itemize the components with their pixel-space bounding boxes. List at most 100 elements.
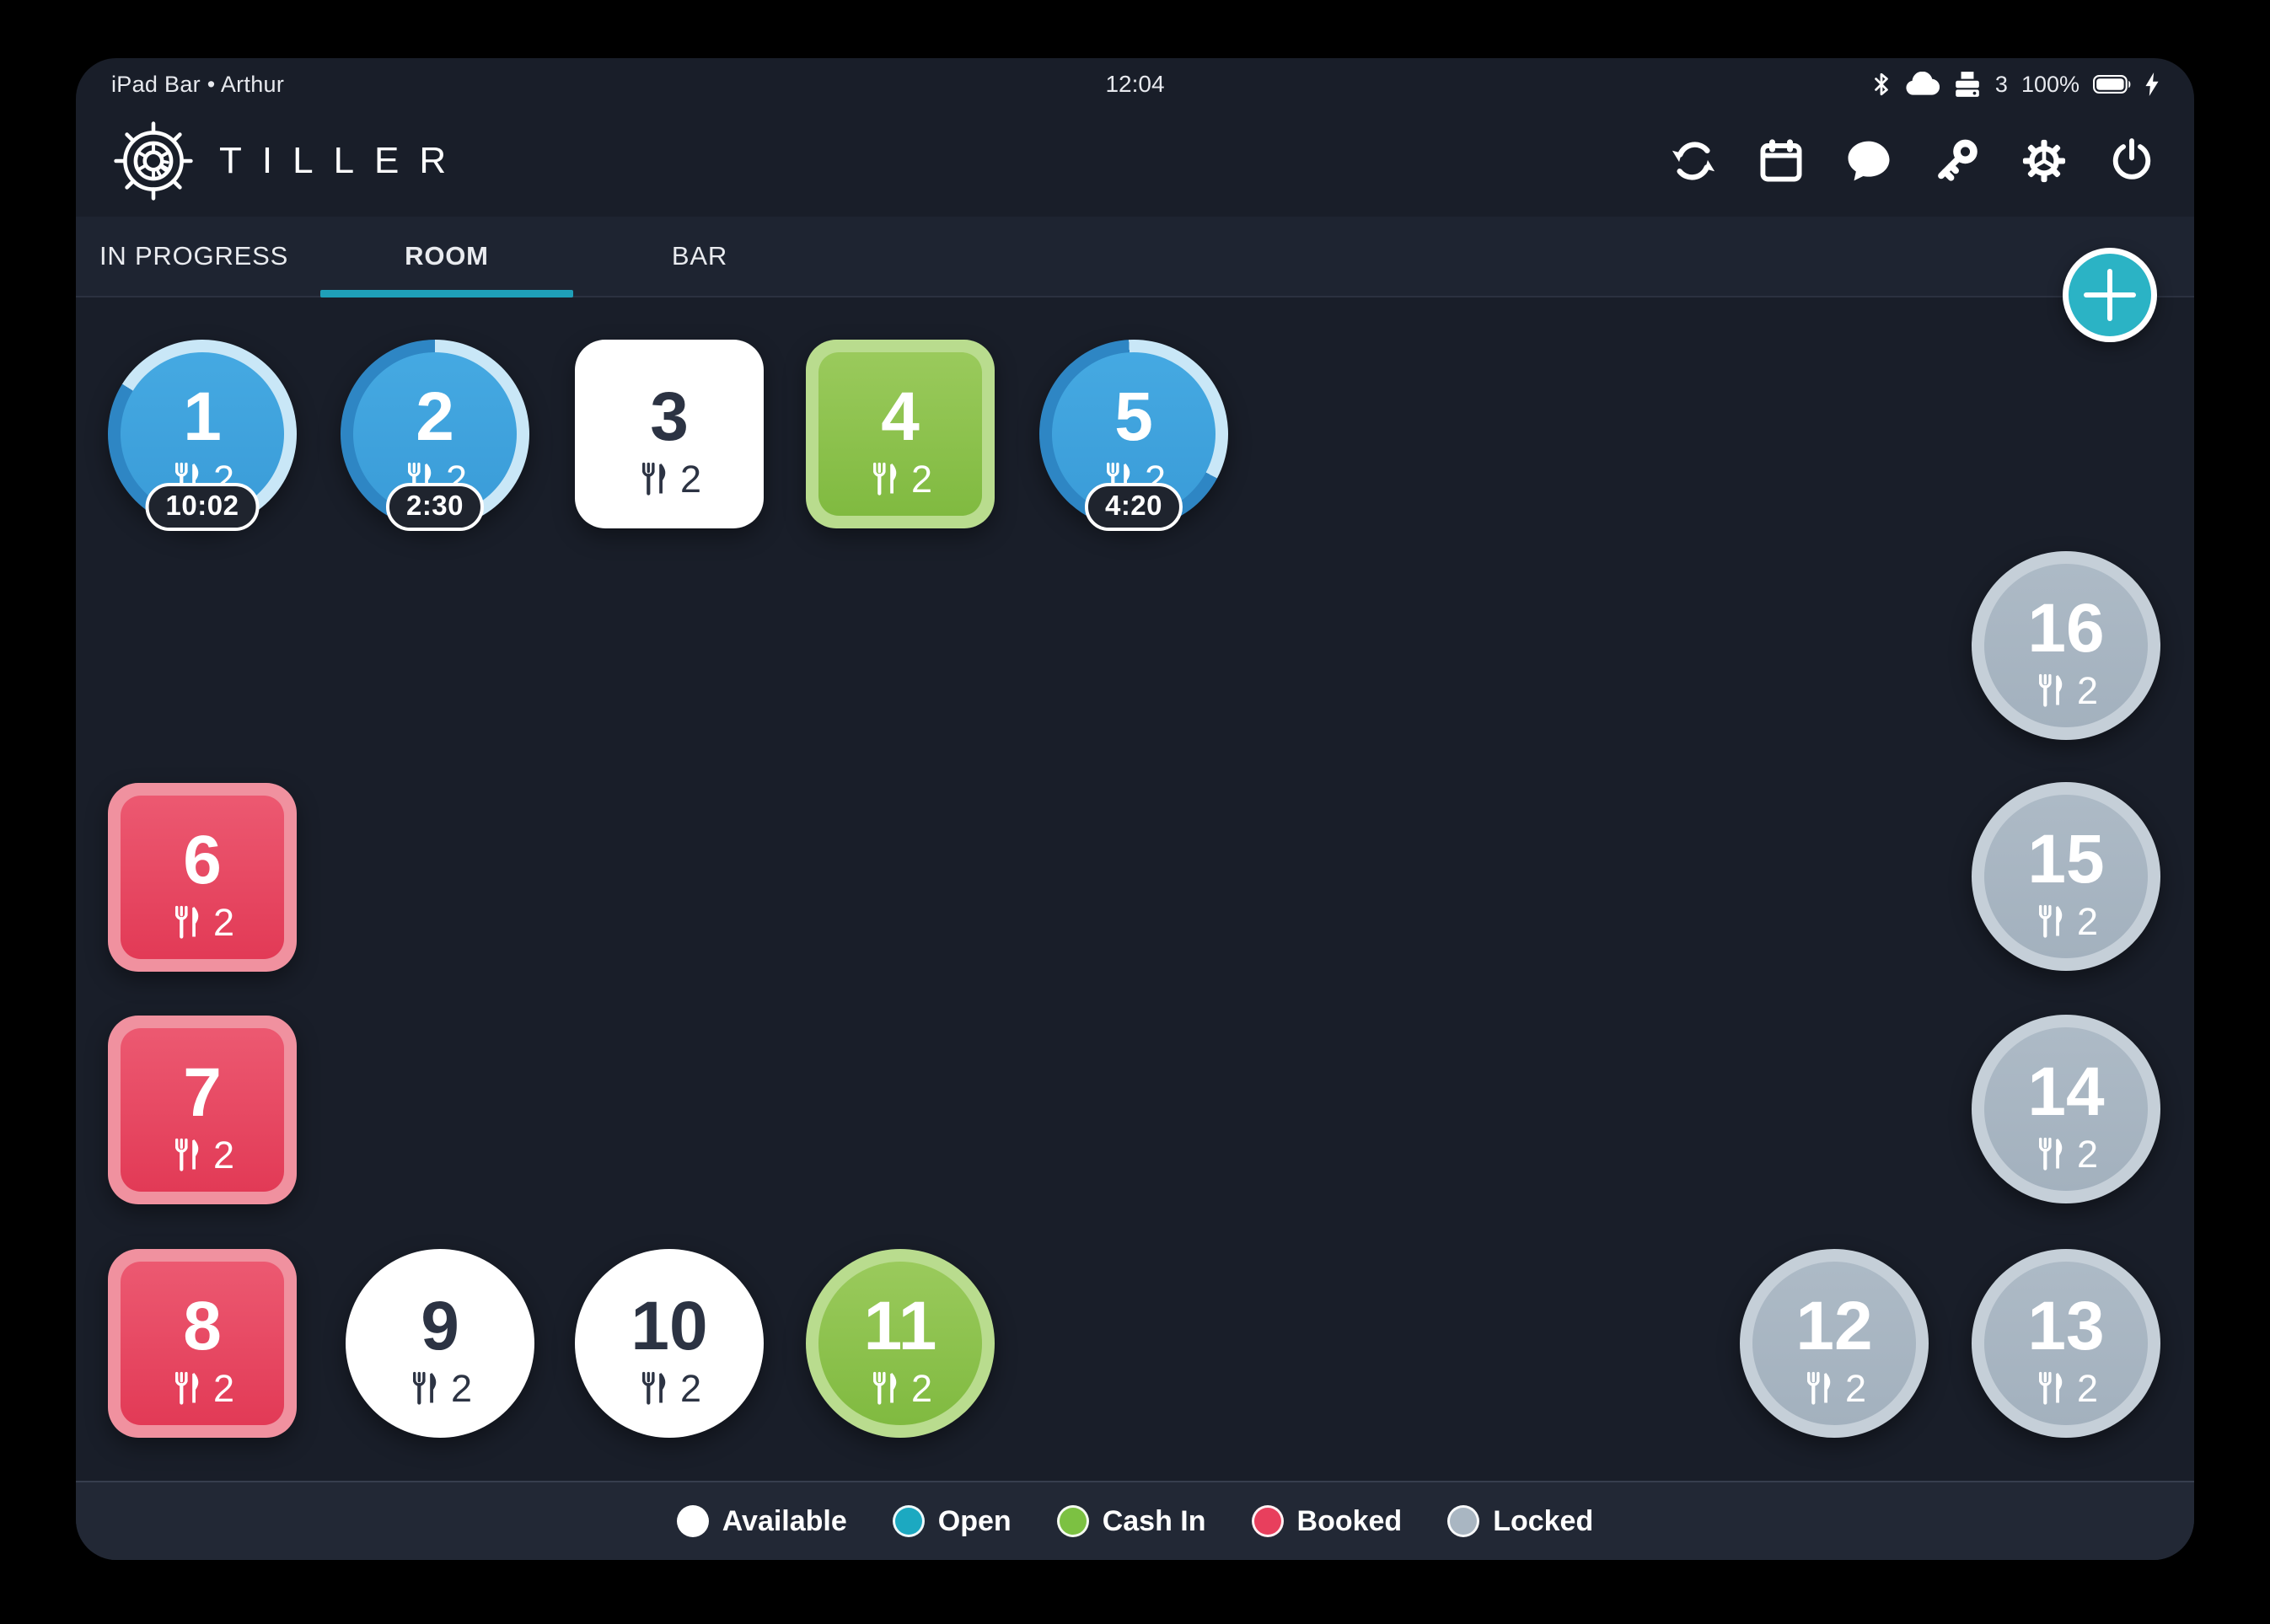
covers: 2: [2034, 1369, 2098, 1407]
covers-count: 2: [2076, 1366, 2099, 1410]
table-number: 3: [650, 378, 689, 455]
ipad-screen: iPad Bar • Arthur 12:04 3 100%: [76, 58, 2194, 1560]
table-number: 1: [183, 378, 222, 455]
covers: 2: [2034, 903, 2098, 941]
table-body: 4 2: [818, 352, 982, 516]
legend-item-booked: Booked: [1251, 1504, 1403, 1538]
legend-label: Cash In: [1102, 1504, 1206, 1537]
table-2[interactable]: 2 2 2:30: [341, 340, 529, 531]
table-1[interactable]: 1 2 10:02: [108, 340, 297, 531]
table-body: 14 2: [1984, 1027, 2148, 1191]
cutlery-icon: [175, 1138, 199, 1171]
table-12[interactable]: 12 2: [1740, 1249, 1929, 1438]
calendar-button[interactable]: [1756, 136, 1806, 186]
legend-item-available: Available: [676, 1504, 847, 1538]
cutlery-icon: [642, 1371, 666, 1405]
clock: 12:04: [1105, 71, 1165, 97]
time-badge-text: 10:02: [165, 490, 239, 521]
table-6[interactable]: 6 2: [108, 783, 297, 972]
floor-plan: 1 2 10:02 2: [76, 58, 2194, 1560]
table-3[interactable]: 3 2: [575, 340, 764, 528]
table-number: 9: [421, 1287, 459, 1364]
app-header: TILLER: [76, 105, 2194, 217]
covers: 2: [637, 460, 701, 498]
table-14[interactable]: 14 2: [1972, 1015, 2160, 1203]
tab-in-progress[interactable]: IN PROGRESS: [84, 217, 303, 296]
covers-count: 2: [2076, 1132, 2099, 1176]
tab-bar: IN PROGRESS ROOM BAR: [76, 217, 2194, 297]
legend-label: Open: [937, 1504, 1012, 1537]
table-16[interactable]: 16 2: [1972, 551, 2160, 740]
table-body: 12 2: [1752, 1262, 1916, 1425]
table-10[interactable]: 10 2: [575, 1249, 764, 1438]
table-number: 10: [631, 1287, 708, 1364]
helm-handles: [114, 121, 193, 201]
table-body: 3 2: [588, 352, 751, 516]
legend-dot: [892, 1505, 925, 1537]
table-9[interactable]: 9 2: [346, 1249, 534, 1438]
chat-icon: [1848, 141, 1890, 181]
covers-count: 2: [2076, 668, 2099, 712]
covers-count: 2: [679, 1366, 702, 1410]
covers-count: 2: [2076, 899, 2099, 943]
table-4[interactable]: 4 2: [806, 340, 995, 528]
covers: 2: [408, 1369, 472, 1407]
legend-label: Booked: [1296, 1504, 1403, 1537]
tab-room[interactable]: ROOM: [320, 217, 573, 297]
printer-count: 3: [1994, 71, 2008, 97]
cloud-icon: [1906, 72, 1940, 95]
legend-item-locked: Locked: [1447, 1505, 1593, 1538]
covers: 2: [170, 903, 234, 941]
table-number: 12: [1795, 1287, 1873, 1364]
table-15[interactable]: 15 2: [1972, 782, 2160, 971]
legend-item-cash-in: Cash In: [1056, 1504, 1206, 1538]
cutlery-icon: [413, 1371, 437, 1405]
table-8[interactable]: 8 2: [108, 1249, 297, 1438]
table-number: 16: [2027, 589, 2105, 667]
cutlery-icon: [873, 1371, 897, 1405]
legend-label: Available: [722, 1504, 847, 1537]
covers: 2: [868, 1369, 932, 1407]
table-7[interactable]: 7 2: [108, 1016, 297, 1204]
key-button[interactable]: [1931, 136, 1982, 186]
table-11[interactable]: 11 2: [806, 1249, 995, 1438]
cutlery-icon: [873, 462, 897, 496]
status-bar: iPad Bar • Arthur 12:04 3 100%: [76, 58, 2194, 105]
table-13[interactable]: 13 2: [1972, 1249, 2160, 1438]
table-body: 7 2: [121, 1028, 284, 1192]
add-table-button[interactable]: [2063, 248, 2157, 342]
sync-button[interactable]: [1668, 136, 1719, 186]
table-number: 2: [416, 378, 454, 455]
table-number: 13: [2027, 1287, 2105, 1364]
covers: 2: [2034, 672, 2098, 710]
settings-button[interactable]: [2019, 136, 2069, 186]
covers-count: 2: [212, 1366, 235, 1410]
status-icons: 3 100%: [1872, 71, 2159, 98]
battery-percent: 100%: [2020, 71, 2079, 97]
legend-dot: [1056, 1505, 1089, 1537]
tab-bar-area[interactable]: BAR: [590, 217, 809, 296]
covers: 2: [1802, 1369, 1866, 1407]
chat-button[interactable]: [1843, 136, 1894, 186]
table-body: 13 2: [1984, 1262, 2148, 1425]
cutlery-icon: [2039, 904, 2063, 938]
battery-icon: [2093, 75, 2131, 94]
covers-count: 2: [679, 457, 702, 501]
table-number: 15: [2027, 820, 2105, 898]
covers: 2: [868, 460, 932, 498]
covers-count: 2: [450, 1366, 473, 1410]
legend-item-open: Open: [892, 1504, 1012, 1538]
legend-label: Locked: [1493, 1504, 1594, 1537]
table-body: 15 2: [1984, 795, 2148, 958]
cutlery-icon: [1807, 1371, 1831, 1405]
legend-dot: [1251, 1505, 1284, 1537]
key-icon: [1938, 139, 1978, 181]
covers: 2: [637, 1369, 701, 1407]
power-button[interactable]: [2106, 136, 2157, 186]
legend-dot: [676, 1505, 709, 1537]
header-actions: [1668, 136, 2157, 186]
helm-wheel-logo-icon: [114, 121, 193, 201]
cutlery-icon: [2039, 1137, 2063, 1171]
table-body: 10 2: [588, 1262, 751, 1425]
table-5[interactable]: 5 2 4:20: [1039, 340, 1228, 531]
